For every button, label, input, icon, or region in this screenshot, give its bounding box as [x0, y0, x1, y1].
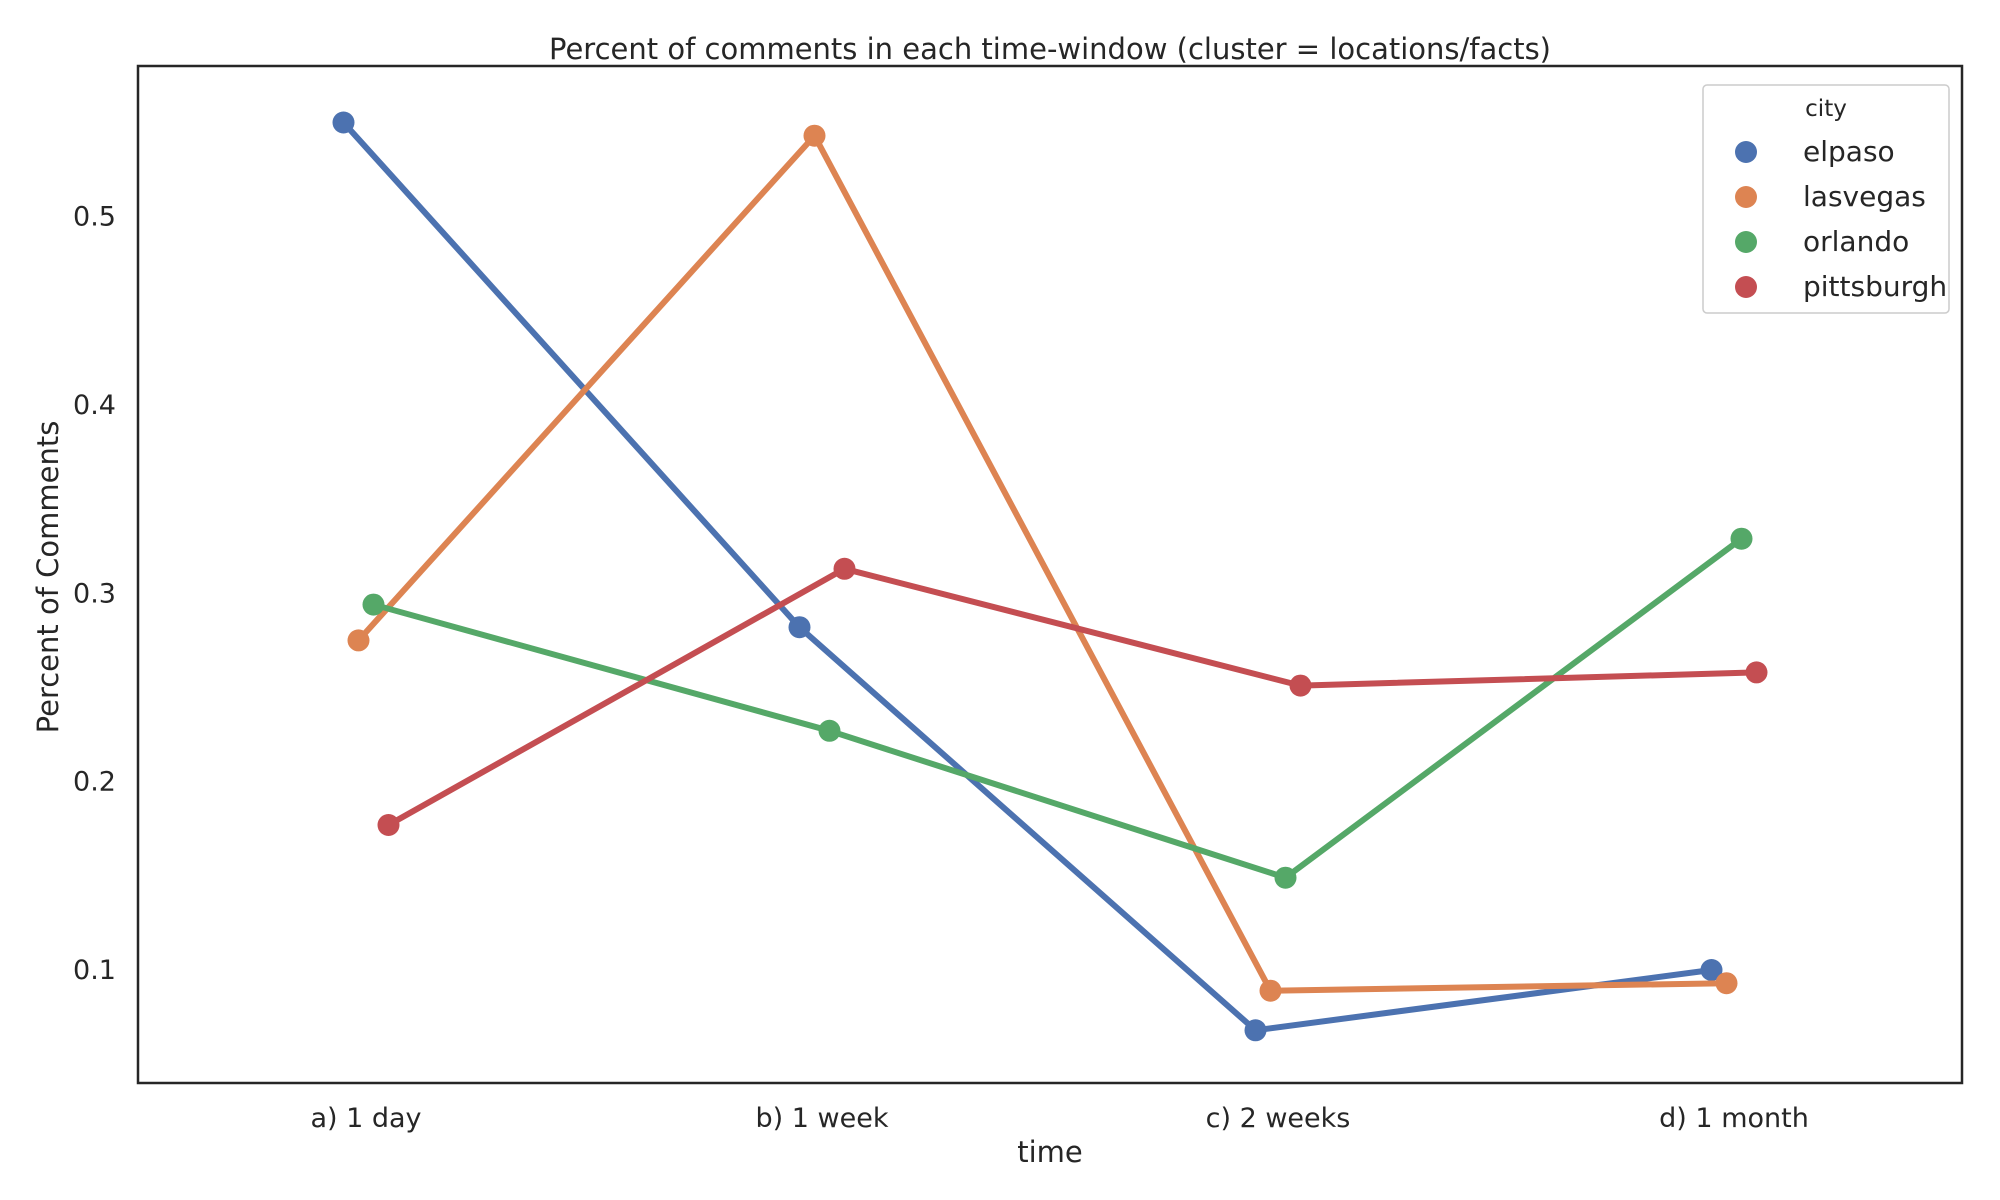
chart-title: Percent of comments in each time-window …	[549, 32, 1551, 66]
x-tick-label: c) 2 weeks	[1206, 1103, 1351, 1134]
data-point-elpaso	[1244, 1019, 1267, 1042]
data-point-lasvegas	[1715, 972, 1738, 995]
series-line-lasvegas	[355, 132, 1730, 994]
data-point-elpaso	[332, 111, 355, 134]
series-layer	[332, 111, 1768, 1042]
legend-title: city	[1805, 96, 1847, 122]
data-point-elpaso	[788, 616, 811, 639]
series-elpaso	[332, 111, 1723, 1042]
data-point-pittsburgh	[1289, 674, 1312, 697]
legend-label-pittsburgh: pittsburgh	[1803, 270, 1947, 303]
legend-label-orlando: orlando	[1803, 225, 1909, 258]
legend-marker-elpaso	[1735, 141, 1757, 163]
series-line-orlando	[370, 535, 1745, 881]
x-tick-label: d) 1 month	[1659, 1103, 1809, 1134]
legend-label-elpaso: elpaso	[1803, 135, 1895, 168]
data-point-orlando	[362, 593, 385, 616]
data-point-orlando	[1274, 866, 1297, 889]
data-point-orlando	[818, 719, 841, 742]
legend-label-lasvegas: lasvegas	[1803, 180, 1926, 213]
data-point-lasvegas	[803, 124, 826, 147]
y-tick-label: 0.4	[73, 390, 116, 421]
y-tick-label: 0.1	[73, 955, 116, 986]
y-axis-label: Percent of Comments	[31, 421, 65, 734]
y-tick-label: 0.2	[73, 767, 116, 798]
y-tick-label: 0.3	[73, 578, 116, 609]
legend-marker-pittsburgh	[1735, 276, 1757, 298]
data-point-pittsburgh	[833, 557, 856, 580]
y-tick-label: 0.5	[73, 202, 116, 233]
data-point-lasvegas	[1259, 979, 1282, 1002]
data-point-lasvegas	[347, 629, 370, 652]
legend-box	[1702, 84, 1950, 314]
legend-marker-orlando	[1735, 231, 1757, 253]
data-point-elpaso	[1700, 959, 1723, 981]
x-tick-label: a) 1 day	[310, 1103, 421, 1134]
legend-marker-lasvegas	[1735, 186, 1757, 208]
x-axis-label: time	[1017, 1135, 1083, 1169]
series-lasvegas	[347, 124, 1738, 1002]
data-point-pittsburgh	[1745, 661, 1768, 684]
data-point-orlando	[1730, 527, 1753, 550]
legend: city elpaso lasvegas orlando pittsburgh	[1702, 84, 1950, 314]
series-line-pittsburgh	[385, 565, 1760, 828]
series-orlando	[362, 527, 1753, 889]
y-axis-ticks: 0.1 0.2 0.3 0.4 0.5	[73, 202, 116, 986]
series-line-elpaso	[340, 119, 1715, 1034]
x-tick-label: b) 1 week	[756, 1103, 889, 1134]
x-axis-ticks: a) 1 day b) 1 week c) 2 weeks d) 1 month	[310, 1103, 1808, 1134]
data-point-pittsburgh	[377, 814, 400, 836]
series-pittsburgh	[377, 557, 1768, 836]
